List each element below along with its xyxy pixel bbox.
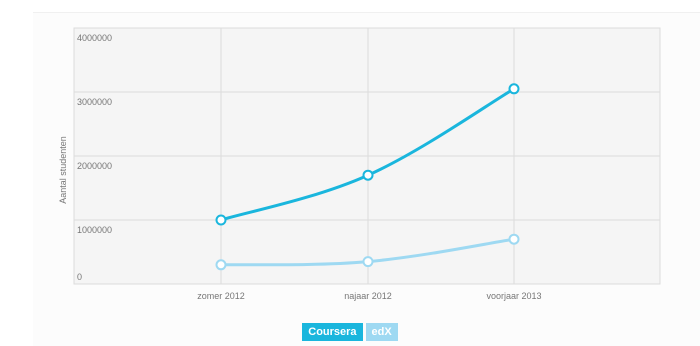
data-point-coursera[interactable] — [215, 214, 227, 226]
data-point-edx[interactable] — [215, 259, 227, 271]
legend: Coursera edX — [0, 323, 700, 343]
y-axis-label: Aantal studenten — [58, 136, 68, 204]
y-axis-ticks: 4000000 3000000 2000000 1000000 0 — [77, 33, 112, 282]
data-point-coursera[interactable] — [508, 83, 520, 95]
data-point-edx[interactable] — [508, 233, 520, 245]
y-tick-label: 4000000 — [77, 33, 112, 43]
y-tick-label: 1000000 — [77, 225, 112, 235]
series-lines — [215, 83, 520, 271]
x-tick-label: najaar 2012 — [344, 291, 392, 301]
y-tick-label: 0 — [77, 272, 82, 282]
data-point-coursera[interactable] — [362, 169, 374, 181]
legend-item-edx[interactable]: edX — [365, 323, 398, 341]
x-axis-ticks: zomer 2012 najaar 2012 voorjaar 2013 — [197, 291, 541, 301]
y-tick-label: 2000000 — [77, 161, 112, 171]
legend-item-coursera[interactable]: Coursera — [302, 323, 363, 341]
grid-lines — [74, 27, 660, 285]
x-tick-label: zomer 2012 — [197, 291, 245, 301]
data-point-edx[interactable] — [362, 256, 374, 268]
y-tick-label: 3000000 — [77, 97, 112, 107]
x-tick-label: voorjaar 2013 — [486, 291, 541, 301]
